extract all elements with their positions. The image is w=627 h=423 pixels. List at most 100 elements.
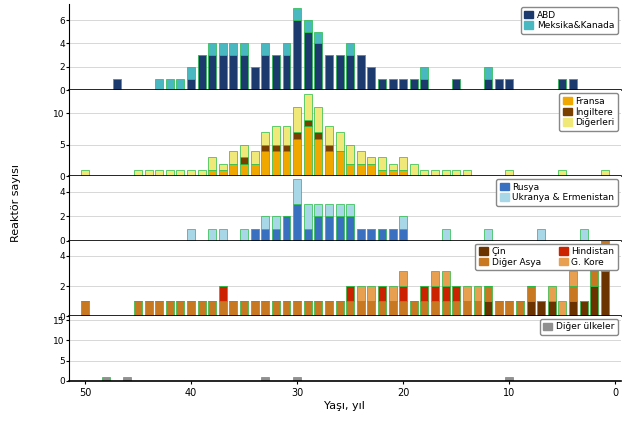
Bar [378,228,386,241]
Bar [346,286,354,301]
Bar [219,228,227,241]
Bar [176,170,184,176]
Bar [283,44,290,55]
Bar [325,151,333,176]
Bar [590,286,598,316]
Bar [325,216,333,241]
Bar [346,216,354,241]
Bar [441,228,450,241]
Bar [484,301,492,316]
Bar [505,301,514,316]
Bar [399,286,407,301]
Bar [261,151,269,176]
Bar [283,145,290,151]
Bar [473,301,482,316]
Bar [314,132,322,138]
Bar [463,286,471,301]
Bar [293,301,301,316]
Bar [559,79,566,90]
Bar [251,228,259,241]
Bar [293,107,301,132]
Bar [378,79,386,90]
Bar [155,301,163,316]
Legend: Fransa, İngiltere, Diğerleri: Fransa, İngiltere, Diğerleri [559,93,618,131]
Bar [421,79,428,90]
Bar [261,132,269,145]
Bar [166,301,174,316]
Bar [378,170,386,176]
Bar [559,301,566,316]
Bar [261,376,269,381]
Bar [261,216,269,228]
Bar [272,216,280,228]
Bar [251,301,259,316]
Bar [335,151,344,176]
Bar [399,157,407,170]
Bar [421,286,428,301]
Bar [389,79,397,90]
Bar [219,44,227,55]
Bar [399,170,407,176]
Bar [399,228,407,241]
Bar [198,301,206,316]
Bar [251,164,259,176]
Bar [421,301,428,316]
Bar [367,301,376,316]
Bar [145,170,152,176]
Bar [134,170,142,176]
Legend: ABD, Meksika&Kanada: ABD, Meksika&Kanada [521,7,618,33]
Bar [601,241,609,271]
Bar [389,301,397,316]
Bar [219,286,227,301]
Bar [187,79,195,90]
Bar [537,301,545,316]
Bar [198,55,206,90]
Bar [431,301,439,316]
Bar [441,170,450,176]
Bar [399,79,407,90]
Bar [431,286,439,301]
Bar [303,301,312,316]
Bar [569,79,577,90]
Bar [325,301,333,316]
Bar [240,145,248,157]
Bar [389,228,397,241]
Bar [293,8,301,20]
Bar [346,164,354,176]
Bar [569,286,577,301]
Bar [357,228,365,241]
Bar [314,107,322,132]
Bar [569,271,577,286]
Bar [367,157,376,164]
Bar [208,170,216,176]
Bar [261,55,269,90]
Bar [293,138,301,176]
Bar [176,79,184,90]
Bar [367,67,376,90]
Bar [548,301,556,316]
Bar [452,301,460,316]
Bar [240,228,248,241]
Bar [378,157,386,170]
Bar [251,67,259,90]
Bar [590,271,598,286]
Bar [166,79,174,90]
Bar [579,228,587,241]
Bar [229,164,238,176]
Bar [431,170,439,176]
Bar [272,145,280,151]
Bar [314,44,322,90]
Bar [378,286,386,301]
Bar [410,79,418,90]
Bar [314,138,322,176]
Bar [303,228,312,241]
Bar [261,44,269,55]
Bar [272,228,280,241]
Bar [325,126,333,145]
Bar [303,94,312,120]
Bar [484,228,492,241]
Bar [527,286,534,301]
Bar [357,55,365,90]
Bar [261,145,269,151]
Bar [431,271,439,286]
